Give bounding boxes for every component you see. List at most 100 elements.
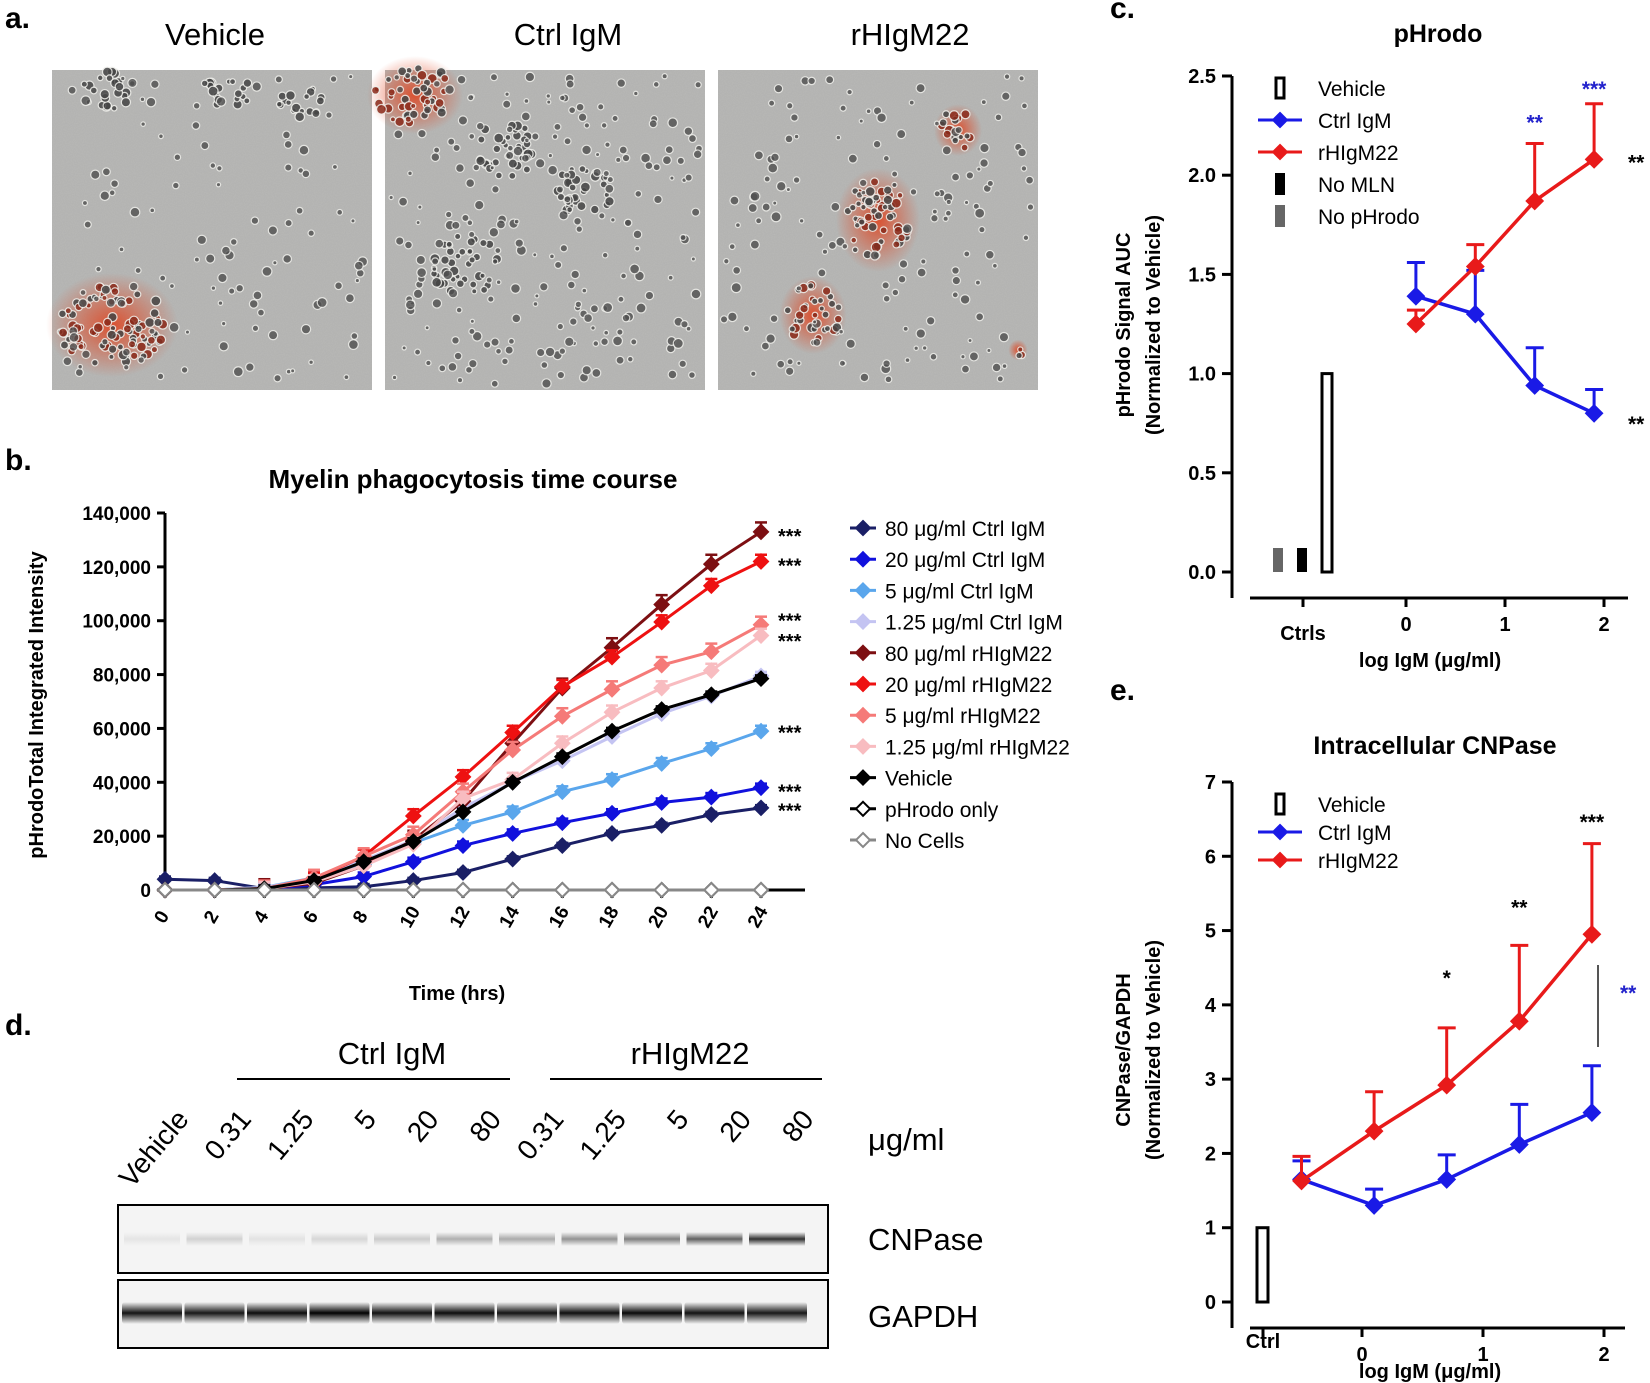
blot-gapdh-band	[247, 1302, 307, 1324]
cell	[610, 217, 616, 223]
cell	[602, 169, 610, 178]
cell	[770, 152, 780, 163]
cell	[149, 207, 156, 214]
cell	[760, 341, 770, 351]
cell	[80, 80, 88, 88]
cell	[412, 288, 424, 300]
cell	[532, 252, 538, 258]
chart-b-significance: ***	[778, 782, 802, 804]
cell	[456, 376, 464, 384]
cell	[81, 199, 89, 207]
cell	[331, 163, 338, 171]
cell	[545, 93, 552, 99]
cell	[575, 225, 584, 233]
cell	[423, 98, 432, 106]
cell	[451, 220, 461, 231]
cell	[228, 287, 236, 295]
cell	[129, 351, 139, 361]
chart-c-point	[1525, 376, 1545, 395]
micrograph-label-ctrl-igm: Ctrl IgM	[514, 17, 623, 52]
cell	[353, 260, 364, 271]
chart-b-point	[752, 627, 770, 644]
chart-c-line-1	[1415, 294, 1595, 415]
cell	[901, 223, 913, 235]
chart-e-ctrl-label: Ctrl	[1246, 1331, 1280, 1353]
blot-gapdh-band	[309, 1302, 370, 1324]
cell	[218, 341, 229, 352]
cell	[534, 158, 546, 169]
chart-c-x-tick-label: 2	[1598, 614, 1609, 636]
chart-b-point	[752, 523, 770, 541]
cell	[719, 315, 729, 324]
cell	[91, 358, 99, 367]
cell	[350, 218, 356, 224]
cell	[137, 356, 146, 364]
chart-b-legend-marker	[854, 800, 872, 818]
cell	[210, 285, 217, 291]
cell	[479, 272, 486, 279]
cell	[451, 336, 460, 345]
cell	[869, 250, 880, 261]
cell	[118, 246, 125, 253]
cell	[915, 82, 926, 94]
cell	[589, 304, 599, 314]
cell	[960, 364, 970, 374]
cell	[960, 353, 966, 360]
cell	[626, 355, 634, 363]
cell	[600, 337, 609, 347]
chart-b-significance: ***	[778, 722, 802, 744]
chart-c-legend-marker	[1275, 173, 1285, 195]
cell	[776, 359, 786, 369]
cell	[127, 77, 138, 89]
cell	[511, 313, 522, 324]
cell	[786, 102, 794, 110]
chart-b-x-tick-label: 2	[200, 907, 223, 927]
cell	[1020, 165, 1028, 172]
cell	[401, 345, 407, 351]
chart-c-bar	[1320, 372, 1334, 574]
cell	[602, 302, 614, 314]
chart-c-point	[1406, 286, 1426, 306]
cell	[850, 236, 858, 244]
cell	[57, 327, 69, 338]
cell	[896, 128, 907, 140]
cell	[80, 95, 92, 107]
cell	[723, 257, 730, 265]
cell	[897, 274, 907, 284]
chart-b-point	[553, 678, 571, 696]
cell	[394, 236, 405, 246]
cell	[652, 163, 661, 172]
cell	[431, 257, 440, 266]
cell	[612, 335, 624, 347]
cell	[417, 128, 427, 139]
cell	[827, 299, 837, 308]
cell	[521, 153, 530, 163]
cell	[620, 272, 628, 280]
cell	[354, 277, 361, 284]
cell	[632, 229, 643, 240]
chart-b-x-tick-label: 22	[694, 903, 723, 932]
cell	[336, 208, 344, 216]
cell	[679, 233, 687, 242]
cell	[434, 238, 445, 249]
cell	[574, 300, 583, 309]
chart-b-legend-marker	[854, 737, 872, 755]
chart-e-legend-marker	[1274, 792, 1286, 816]
cell	[150, 345, 159, 354]
cell	[577, 112, 588, 123]
blot-gapdh-band	[434, 1302, 495, 1324]
cell	[207, 85, 219, 97]
cell	[839, 104, 847, 112]
cell	[425, 359, 432, 367]
chart-b-legend-marker	[854, 613, 872, 631]
cell	[110, 104, 118, 112]
cell	[913, 345, 919, 351]
micrograph-rhigm22	[718, 70, 1038, 390]
cell	[600, 122, 608, 129]
cell	[468, 358, 478, 369]
chart-b-legend-marker	[854, 706, 872, 724]
cell	[604, 183, 615, 194]
cell	[951, 275, 962, 286]
chart-b-x-tick-label: 4	[250, 907, 274, 927]
cell	[77, 343, 85, 351]
